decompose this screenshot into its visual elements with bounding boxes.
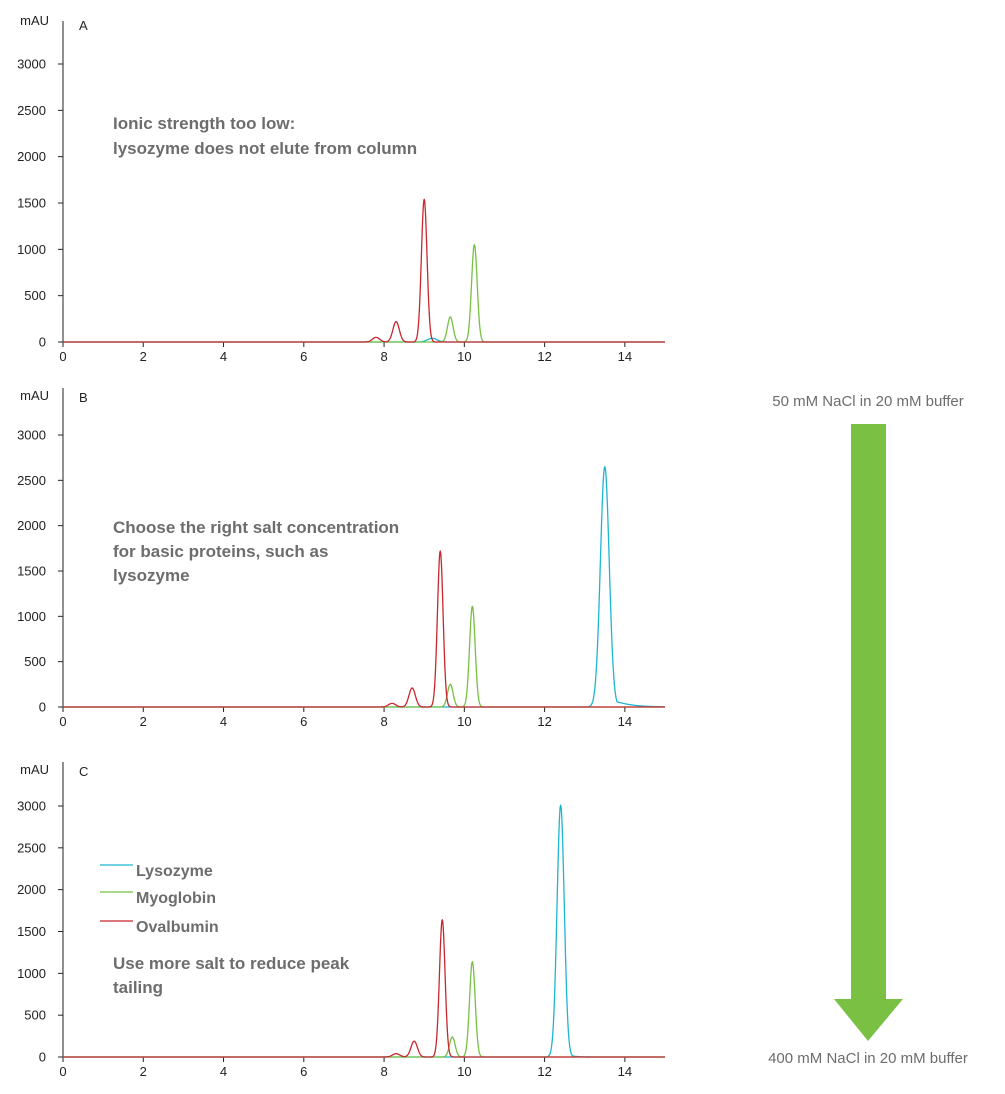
x-tick-label: 6 xyxy=(300,1064,307,1079)
x-tick-label: 4 xyxy=(220,714,227,729)
gradient-top-label: 50 mM NaCl in 20 mM buffer xyxy=(772,393,963,410)
y-tick-label: 500 xyxy=(24,288,46,303)
y-tick-label: 0 xyxy=(39,700,46,715)
y-tick-label: 3000 xyxy=(17,799,46,814)
y-axis-unit: mAU xyxy=(20,762,49,777)
x-tick-label: 2 xyxy=(140,714,147,729)
y-tick-label: 3000 xyxy=(17,428,46,443)
x-tick-label: 8 xyxy=(380,714,387,729)
y-tick-label: 0 xyxy=(39,335,46,350)
y-tick-label: 2500 xyxy=(17,840,46,855)
x-tick-label: 2 xyxy=(140,1064,147,1079)
x-tick-label: 8 xyxy=(380,349,387,364)
panel-letter: B xyxy=(79,390,88,405)
chart-annotation: Use more salt to reduce peak xyxy=(113,954,350,973)
chart-annotation: tailing xyxy=(113,978,163,997)
series-line-myoglobin xyxy=(62,605,666,708)
y-tick-label: 1000 xyxy=(17,609,46,624)
gradient-bottom-label: 400 mM NaCl in 20 mM buffer xyxy=(768,1050,968,1067)
x-tick-label: 6 xyxy=(300,714,307,729)
x-tick-label: 0 xyxy=(59,714,66,729)
series-line-ovalbumin xyxy=(62,919,666,1058)
legend-item-ovalbumin: Ovalbumin xyxy=(136,919,219,936)
salt-gradient: 50 mM NaCl in 20 mM buffer 400 mM NaCl i… xyxy=(768,393,968,1067)
x-tick-label: 14 xyxy=(618,714,632,729)
panel-letter: A xyxy=(79,18,88,33)
series-line-myoglobin xyxy=(62,960,666,1058)
y-axis-unit: mAU xyxy=(20,13,49,28)
x-tick-label: 6 xyxy=(300,349,307,364)
y-tick-label: 1500 xyxy=(17,564,46,579)
legend-item-myoglobin: Myoglobin xyxy=(136,890,216,907)
chart-annotation: lysozyme does not elute from column xyxy=(113,139,417,158)
legend: Lysozyme Myoglobin Ovalbumin xyxy=(100,863,219,936)
y-tick-label: 2500 xyxy=(17,473,46,488)
x-tick-label: 0 xyxy=(59,349,66,364)
x-tick-label: 14 xyxy=(618,1064,632,1079)
x-tick-label: 4 xyxy=(220,349,227,364)
chart-annotation: lysozyme xyxy=(113,566,190,585)
x-tick-label: 0 xyxy=(59,1064,66,1079)
x-tick-label: 10 xyxy=(457,714,471,729)
y-tick-label: 500 xyxy=(24,654,46,669)
y-tick-label: 1500 xyxy=(17,196,46,211)
y-tick-label: 500 xyxy=(24,1008,46,1023)
y-tick-label: 3000 xyxy=(17,57,46,72)
gradient-arrow-icon xyxy=(834,424,903,1041)
x-tick-label: 4 xyxy=(220,1064,227,1079)
y-tick-label: 2500 xyxy=(17,103,46,118)
chart-annotation: Ionic strength too low: xyxy=(113,114,295,133)
x-tick-label: 12 xyxy=(537,349,551,364)
y-tick-label: 2000 xyxy=(17,882,46,897)
series-line-ovalbumin xyxy=(62,550,666,708)
x-tick-label: 12 xyxy=(537,714,551,729)
chart-panel-c: mAU C 0 500 1000 1500 2000 2500 3000 0 2 4 6 8 10 12 14 U… xyxy=(17,762,666,1079)
y-tick-label: 2000 xyxy=(17,149,46,164)
chart-panel-b: mAU B 0 500 1000 1500 2000 2500 3000 0 2 4 6 8 10 12 14 C… xyxy=(17,388,666,729)
x-tick-label: 10 xyxy=(457,349,471,364)
y-tick-label: 1000 xyxy=(17,242,46,257)
x-tick-label: 14 xyxy=(618,349,632,364)
panel-letter: C xyxy=(79,764,88,779)
legend-item-lysozyme: Lysozyme xyxy=(136,863,213,880)
chart-panel-a: mAU A 0 500 1000 1500 2000 2500 3000 0 2 4 6 8 10 12 14 I… xyxy=(17,13,666,364)
x-tick-label: 8 xyxy=(380,1064,387,1079)
chart-annotation: for basic proteins, such as xyxy=(113,542,328,561)
y-tick-label: 2000 xyxy=(17,518,46,533)
y-tick-label: 0 xyxy=(39,1050,46,1065)
y-tick-label: 1000 xyxy=(17,966,46,981)
series-line-myoglobin xyxy=(62,244,666,343)
y-axis-unit: mAU xyxy=(20,388,49,403)
x-tick-label: 10 xyxy=(457,1064,471,1079)
x-tick-label: 12 xyxy=(537,1064,551,1079)
series-line-ovalbumin xyxy=(62,198,666,343)
y-tick-label: 1500 xyxy=(17,924,46,939)
series-line-lysozyme xyxy=(62,466,666,708)
x-tick-label: 2 xyxy=(140,349,147,364)
chart-annotation: Choose the right salt concentration xyxy=(113,518,399,537)
